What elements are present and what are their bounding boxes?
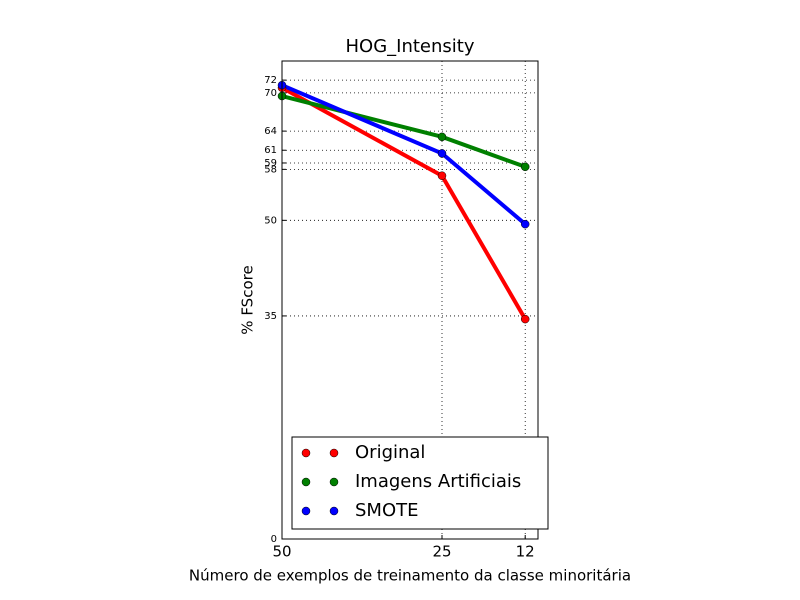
series-line <box>281 86 527 321</box>
data-point <box>520 219 530 229</box>
y-tick-label: 35 <box>264 311 277 322</box>
y-tick-label: 64 <box>264 126 277 137</box>
legend-marker <box>301 448 311 458</box>
legend-marker <box>301 477 311 487</box>
data-point <box>437 149 447 158</box>
x-axis-label: Número de exemplos de treinamento da cla… <box>189 567 631 585</box>
legend-label: SMOTE <box>355 500 419 521</box>
y-tick-label: 0 <box>271 534 277 545</box>
legend-label: Imagens Artificiais <box>355 471 521 492</box>
y-tick-label: 70 <box>264 88 277 99</box>
y-tick-label: 50 <box>264 215 277 226</box>
y-tick-label: 59 <box>264 158 277 169</box>
data-point <box>437 132 447 142</box>
chart-title: HOG_Intensity <box>346 36 475 57</box>
data-point <box>437 171 447 180</box>
x-tick-label: 25 <box>432 543 451 561</box>
data-point <box>520 162 530 172</box>
legend-marker <box>301 506 311 516</box>
y-tick-label: 61 <box>264 145 277 156</box>
x-tick-label: 50 <box>272 543 291 561</box>
x-tick-label: 12 <box>516 543 535 561</box>
y-tick-label: 72 <box>264 75 277 86</box>
data-point <box>520 314 530 324</box>
legend-marker <box>329 506 339 516</box>
plot-frame <box>281 60 539 540</box>
y-axis-label: % FScore <box>239 265 257 334</box>
y-tick-label: 58 <box>264 164 277 175</box>
legend-marker <box>329 477 339 487</box>
legend-marker <box>329 448 339 458</box>
legend-label: Original <box>355 442 425 463</box>
